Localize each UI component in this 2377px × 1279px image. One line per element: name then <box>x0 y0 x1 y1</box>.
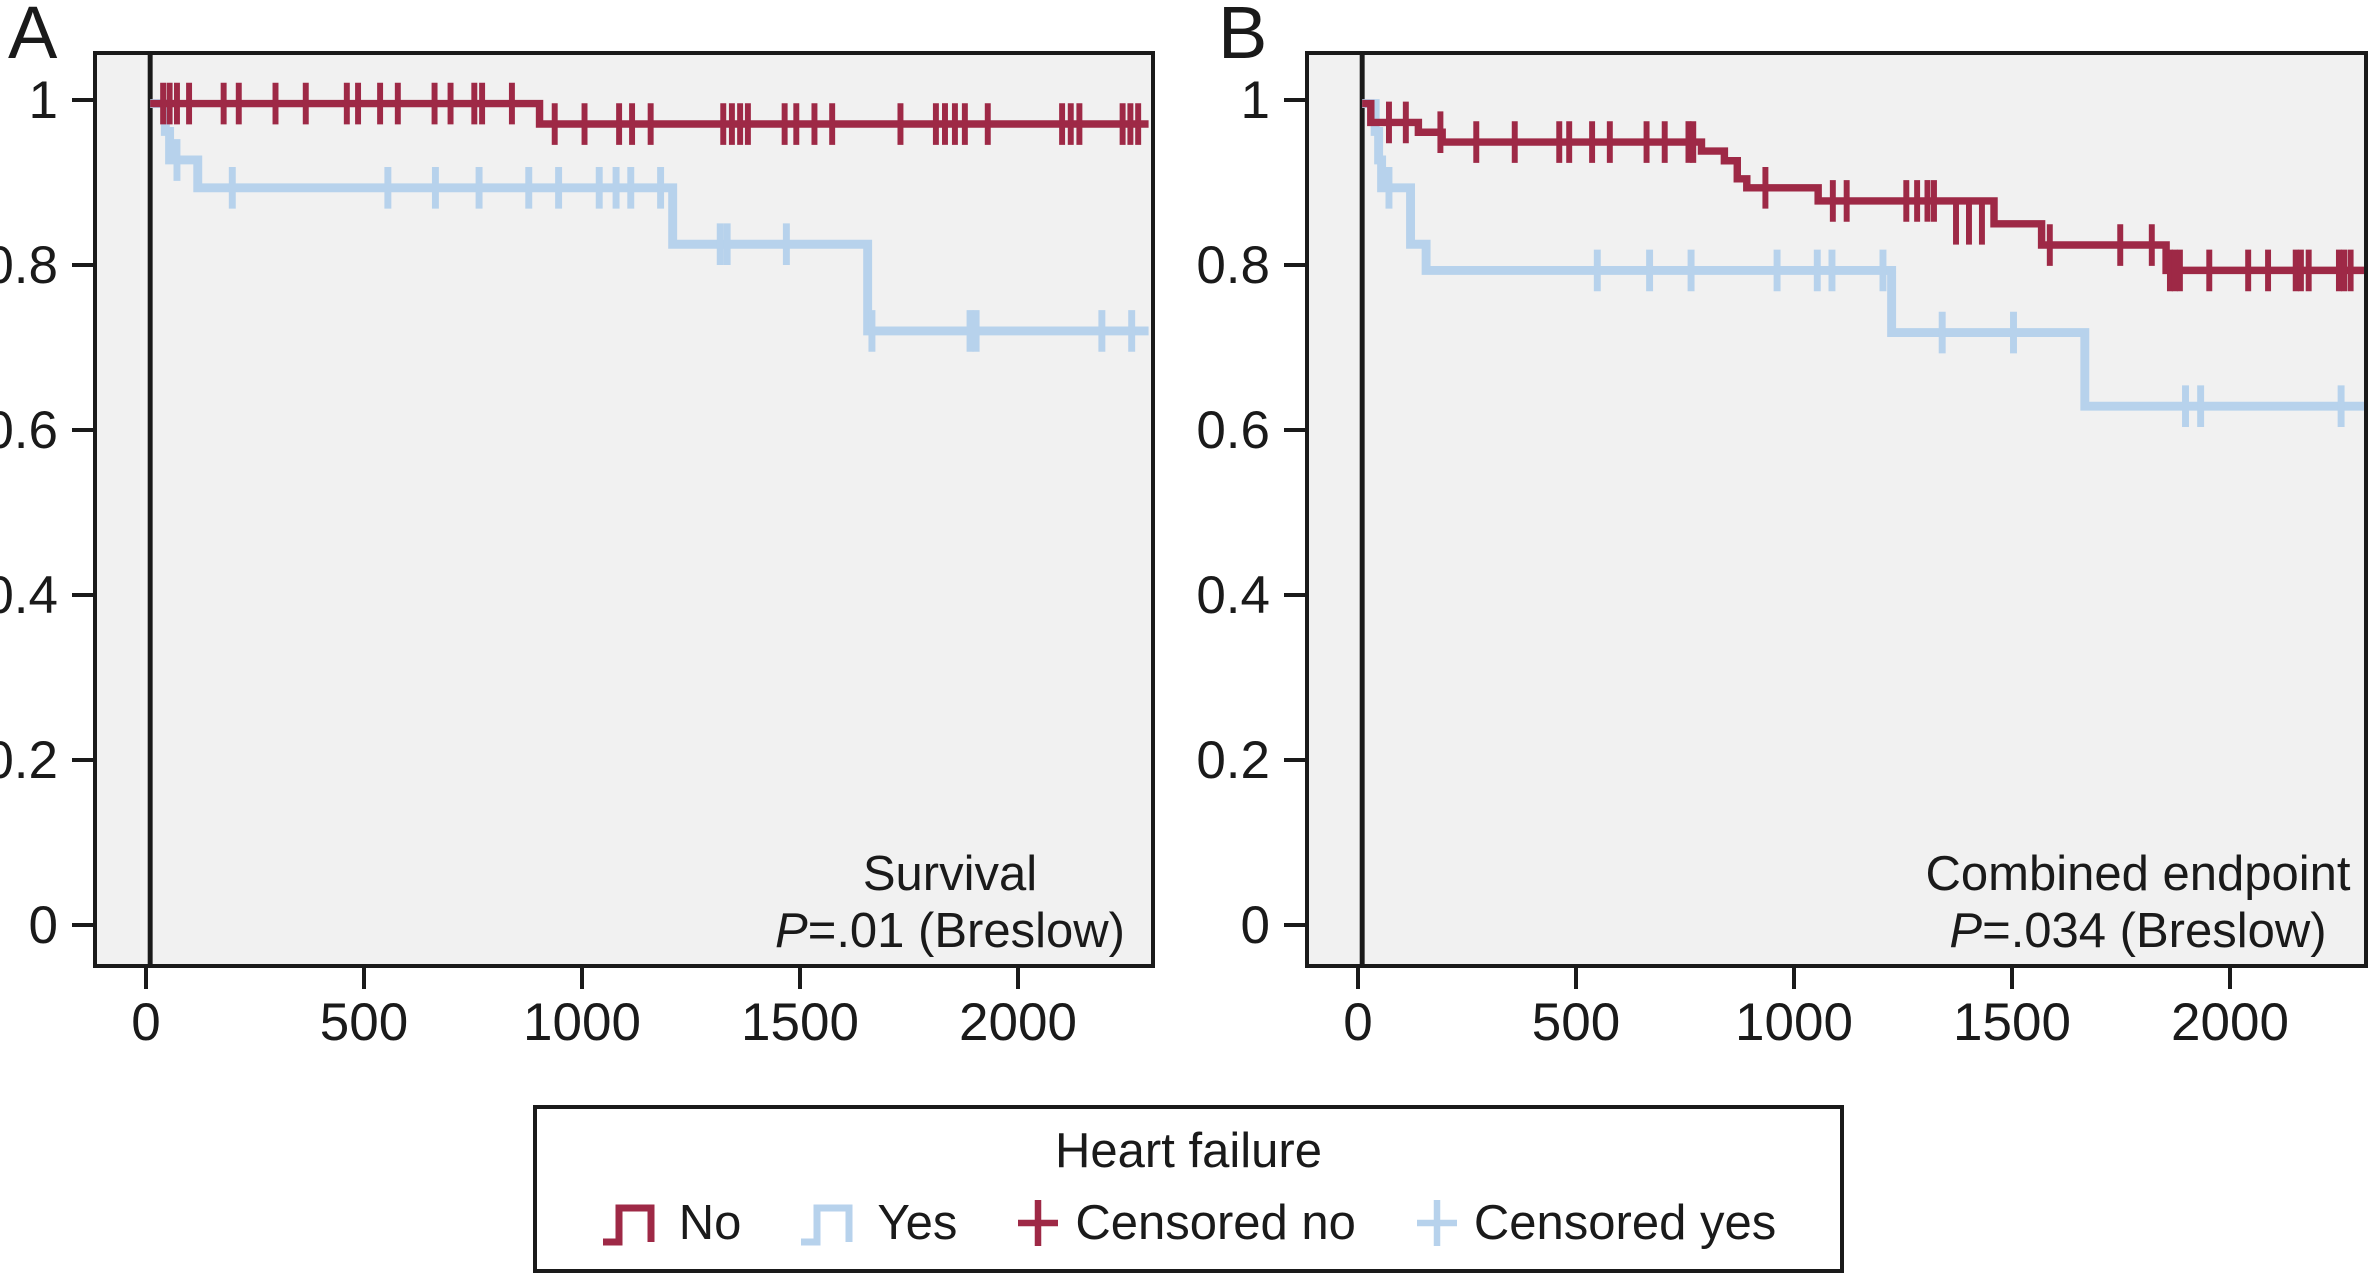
x-axis-tick-label: 1000 <box>1735 993 1853 1052</box>
panel-b-p-value: P=.034 (Breslow) <box>1949 904 2327 959</box>
km-curve-yes <box>150 99 1149 336</box>
x-axis-tick-label: 2000 <box>2171 993 2289 1052</box>
legend-title: Heart failure <box>1055 1124 1322 1178</box>
step-line-glyph <box>801 1204 853 1246</box>
survival-plot-panel-b <box>1305 51 2368 968</box>
legend-item-yes: Yes <box>799 1195 957 1251</box>
legend-item-label: Censored no <box>1075 1196 1356 1250</box>
x-axis-tick-label: 500 <box>319 993 409 1052</box>
x-axis-tick-label: 1500 <box>1953 993 2071 1052</box>
x-axis-tick-label: 1500 <box>741 993 859 1052</box>
y-axis-tick-label: 0.6 <box>1196 401 1270 460</box>
x-axis-tick-label: 0 <box>1343 993 1373 1052</box>
y-axis-tick <box>1284 263 1305 267</box>
x-axis-tick <box>144 968 148 989</box>
x-axis-tick <box>2228 968 2232 989</box>
panel-a-curves <box>147 55 1149 964</box>
y-axis-tick-label: 0 <box>1240 896 1270 955</box>
x-axis-tick-label: 2000 <box>959 993 1077 1052</box>
y-axis-tick <box>1284 758 1305 762</box>
legend-item-censored-yes: Censored yes <box>1414 1195 1776 1251</box>
y-axis-tick-label: 0.8 <box>0 236 58 295</box>
panel-a-letter: A <box>8 0 58 74</box>
x-axis-tick <box>362 968 366 989</box>
y-axis-tick-label: 0.4 <box>1196 566 1270 625</box>
y-axis-tick-label: 0.6 <box>0 401 58 460</box>
y-axis-tick <box>72 428 93 432</box>
y-axis-tick-label: 0.4 <box>0 566 58 625</box>
y-axis-tick <box>1284 923 1305 927</box>
y-axis-tick-label: 0.2 <box>0 731 58 790</box>
y-axis-tick <box>1284 593 1305 597</box>
legend-row: No Yes Censored no Censored yes <box>537 1195 1840 1251</box>
x-axis-tick-label: 0 <box>131 993 161 1052</box>
panel-b-letter: B <box>1218 0 1268 74</box>
y-axis-tick <box>1284 98 1305 102</box>
y-axis-tick-label: 1 <box>1240 71 1270 130</box>
y-axis-tick <box>72 758 93 762</box>
panel-b-curves <box>1359 55 2364 964</box>
survival-plot-panel-a <box>93 51 1155 968</box>
panel-b-annotation-title: Combined endpoint <box>1925 847 2351 901</box>
y-axis-tick <box>72 923 93 927</box>
y-axis-tick <box>1284 428 1305 432</box>
panel-b-annotation: Combined endpoint P=.034 (Breslow) <box>1858 846 2377 961</box>
legend-box: Heart failure No Yes Censored no Censored y… <box>533 1105 1844 1273</box>
km-curve-no <box>1362 99 2364 275</box>
plus-censor-icon <box>1416 1200 1457 1246</box>
x-axis-tick-label: 500 <box>1531 993 1621 1052</box>
panel-a-p-value: P=.01 (Breslow) <box>775 904 1125 959</box>
x-axis-tick-label: 1000 <box>523 993 641 1052</box>
y-axis-tick-label: 0.8 <box>1196 236 1270 295</box>
legend-item-label: Yes <box>877 1196 958 1250</box>
legend-item-censored-no: Censored no <box>1015 1195 1356 1251</box>
x-axis-tick <box>580 968 584 989</box>
step-line-glyph <box>602 1204 655 1246</box>
legend-item-label: No <box>678 1196 742 1250</box>
km-curve-yes <box>1362 99 2364 411</box>
y-axis-tick <box>72 593 93 597</box>
legend-item-label: Censored yes <box>1473 1196 1777 1250</box>
x-axis-tick <box>1356 968 1360 989</box>
y-axis-tick-label: 1 <box>28 71 58 130</box>
y-axis-tick <box>72 263 93 267</box>
legend-item-no: No <box>601 1195 742 1251</box>
x-axis-tick <box>1016 968 1020 989</box>
panel-a-annotation-title: Survival <box>862 847 1038 901</box>
y-axis-tick-label: 0.2 <box>1196 731 1270 790</box>
y-axis-tick <box>72 98 93 102</box>
step-line-icon <box>801 1204 853 1246</box>
x-axis-tick <box>1792 968 1796 989</box>
x-axis-tick <box>1574 968 1578 989</box>
plus-censor-icon <box>1018 1200 1059 1246</box>
x-axis-tick <box>798 968 802 989</box>
step-line-icon <box>602 1204 655 1246</box>
y-axis-tick-label: 0 <box>28 896 58 955</box>
x-axis-tick <box>2010 968 2014 989</box>
panel-a-annotation: Survival P=.01 (Breslow) <box>670 846 1230 961</box>
